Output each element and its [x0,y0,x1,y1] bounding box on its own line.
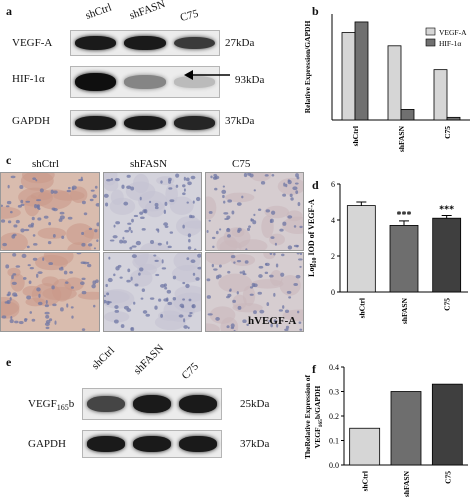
lane-label-shctrl: shCtrl [83,1,114,22]
gapdh-e-band-0 [86,436,126,452]
gapdh-band-2 [173,116,216,130]
x-tick-label-c75: C75 [443,126,452,139]
bar-c75-s0 [433,69,448,121]
ihc-col-label-c75: C75 [232,158,251,170]
chart-f: 0.0 0.1 0.2 0.3 0.4 shCtrl shFASN C75 TheRelativ… [303,363,468,497]
y-tick-label-0: 0.0 [329,461,339,470]
y-axis-label-d: Log10 IOD of VEGF-A [307,199,318,277]
panel-a-label: a [6,4,12,18]
x-tick-label-shctrl: shCtrl [351,126,360,146]
x-tick-label-shctrl: shCtrl [357,298,366,318]
kda-label-vegfa: 27kDa [225,37,255,49]
hif1a-band-0 [74,72,117,92]
vegfa-band-1 [124,36,166,50]
ihc-image-shfasn-top [103,172,202,251]
significance-2: *** [439,205,454,216]
gapdh-e-band-1 [132,436,172,452]
protein-label-gapdh-e: GAPDH [28,438,66,450]
kda-label-gapdh: 37kDa [225,115,255,127]
panel-d-label: d [312,178,319,192]
ihc-image-c75-top [205,172,304,251]
bar-shfasn [389,225,419,293]
bar-shfasn [390,391,422,466]
protein-label-hif1a: HIF-1α [12,73,45,85]
lane-label-e-c75: C75 [179,360,201,382]
vegfa-band-2 [173,36,216,50]
x-tick-label-c75: C75 [443,471,452,484]
arrow-icon [184,70,230,80]
ihc-image-shctrl-top [0,172,100,251]
protein-label-vegf165b: VEGF165b [28,398,75,413]
y-tick-label-3: 0.3 [329,388,339,397]
y-tick-label-0: 0 [331,288,335,297]
x-tick-label-c75: C75 [443,298,452,311]
chart-b: shCtrl shFASN C75 Relative Expression/GAPDH… [303,14,470,152]
x-tick-label-shfasn: shFASN [400,297,409,324]
bar-shctrl-s1 [354,21,369,121]
bar-shctrl-s0 [341,32,356,121]
x-tick-label-shctrl: shCtrl [361,471,370,491]
ihc-image-shfasn-bottom [103,252,202,332]
kda-label-hif1a: 93kDa [235,74,265,86]
gapdh-e-band-2 [178,436,218,452]
vegf165b-band-2 [178,395,218,413]
lane-label-e-shfasn: shFASN [131,342,167,377]
blot-strip-gapdh [70,110,220,136]
ihc-col-label-shctrl: shCtrl [32,158,59,170]
protein-label-vegfa: VEGF-A [12,37,53,49]
legend-label-0: VEGF-A [439,28,467,37]
x-tick-label-shfasn: shFASN [397,125,406,152]
ihc-col-label-shfasn: shFASN [130,158,168,170]
stain-label: hVEGF-A [248,315,297,327]
y-axis-label-b: Relative Expression/GAPDH [303,21,312,114]
panel-f-label: f [312,362,316,376]
blot-strip-gapdh-e [82,430,222,458]
lane-label-e-shctrl: shCtrl [89,344,118,372]
kda-label-vegf165b: 25kDa [240,398,270,410]
vegf165b-band-1 [132,395,172,413]
bar-shfasn-s0 [387,45,402,121]
hif1a-band-2 [173,76,216,88]
ihc-image-c75-bottom [205,252,304,332]
x-tick-label-shfasn: shFASN [402,470,411,497]
y-tick-label-1: 2 [331,252,335,261]
chart-d: 0 2 4 6 shCtrl *** shFASN *** C75 Log10 IOD of VE… [307,180,468,324]
panel-b-label: b [312,4,319,18]
blot-strip-vegf165b [82,388,222,420]
bar-shctrl [346,205,376,293]
legend-swatch-0 [425,27,436,36]
y-tick-label-3: 6 [331,180,335,189]
panel-e-label: e [6,355,12,369]
significance-1: *** [397,210,412,221]
panel-c-label: c [6,153,12,167]
legend-label-1: HIF-1α [439,39,461,48]
hif1a-band-1 [124,75,166,89]
blot-strip-vegfa [70,30,220,56]
vegf165b-band-0 [86,395,126,413]
bar-c75-s1 [446,116,461,121]
bar-shfasn-s1 [400,109,415,121]
vegfa-band-0 [74,36,117,50]
blot-strip-hif1a [70,66,220,98]
y-tick-label-2: 0.2 [329,412,339,421]
y-tick-label-1: 0.1 [329,437,339,446]
ihc-image-shctrl-bottom [0,252,100,332]
gapdh-band-1 [124,116,166,130]
bar-c75 [431,383,463,466]
legend-swatch-1 [425,38,436,47]
lane-label-c75: C75 [178,7,200,24]
gapdh-band-0 [74,116,117,130]
lane-label-shfasn: shFASN [127,0,167,23]
y-axis-label-f-line1: TheRelative Expression of [303,374,312,459]
protein-label-gapdh: GAPDH [12,115,50,127]
kda-label-gapdh-e: 37kDa [240,438,270,450]
bar-c75 [432,217,462,293]
bar-shctrl [349,427,381,466]
y-axis-label-f-line2: VEGF165b/GAPDH [313,386,324,449]
y-tick-label-2: 4 [331,216,335,225]
y-tick-label-4: 0.4 [329,363,339,372]
